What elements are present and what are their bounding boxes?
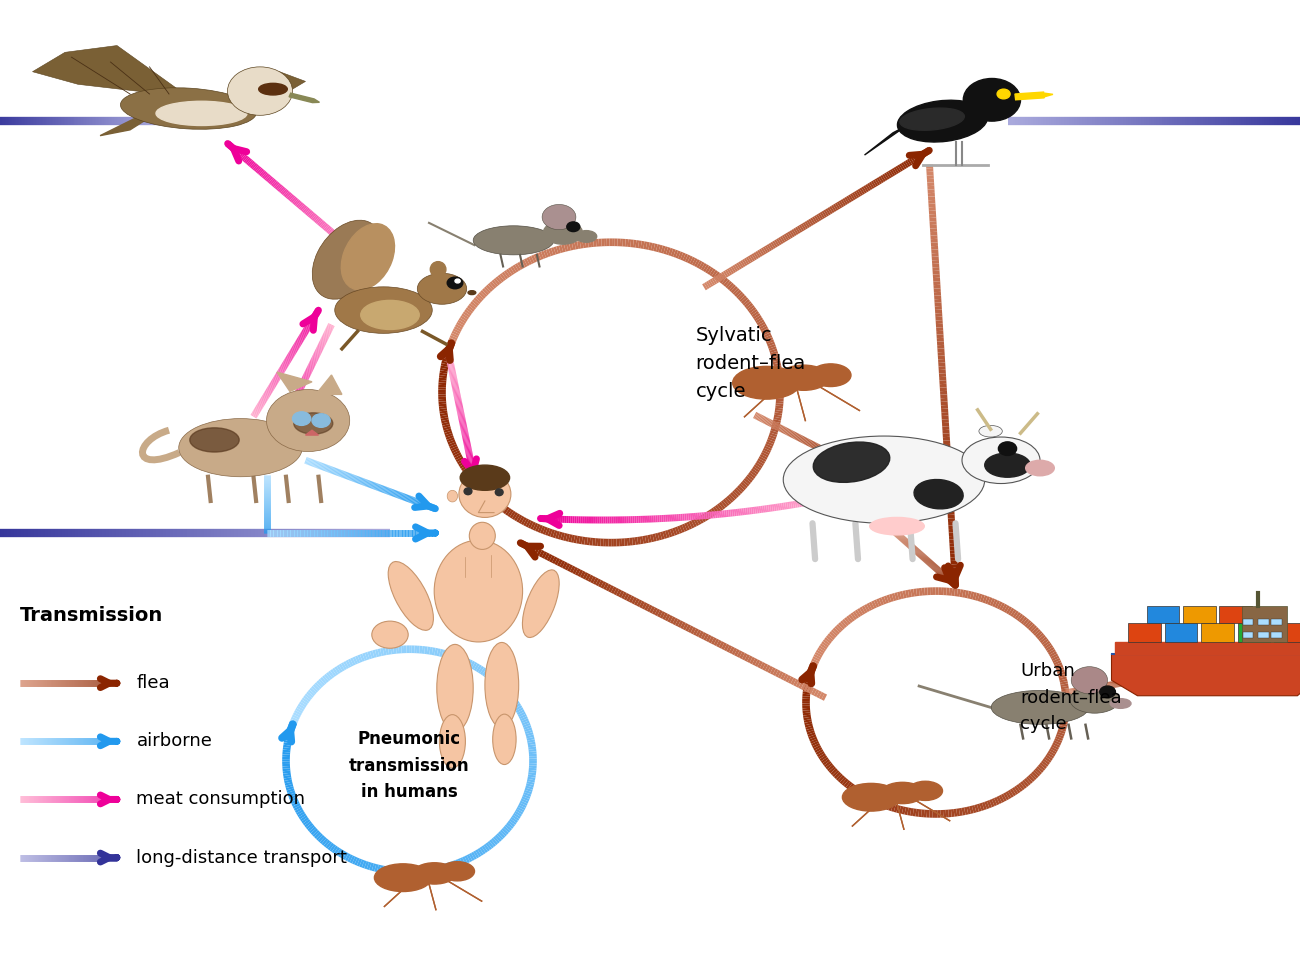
Bar [1258, 619, 1269, 625]
Circle shape [292, 412, 311, 425]
Ellipse shape [962, 437, 1040, 484]
Ellipse shape [374, 863, 432, 891]
Bar [1274, 623, 1300, 642]
Circle shape [266, 390, 350, 452]
Bar [1165, 623, 1197, 642]
Polygon shape [214, 72, 306, 104]
Bar [1201, 623, 1234, 642]
Ellipse shape [459, 471, 511, 517]
Text: Urban
rodent–flea
cycle: Urban rodent–flea cycle [1020, 662, 1122, 734]
Ellipse shape [469, 522, 495, 549]
Ellipse shape [439, 715, 465, 767]
Ellipse shape [870, 517, 924, 535]
Ellipse shape [842, 783, 900, 811]
Ellipse shape [335, 287, 432, 333]
Text: Transmission: Transmission [20, 606, 162, 625]
Ellipse shape [1110, 699, 1131, 708]
Polygon shape [316, 375, 342, 394]
Text: flea: flea [136, 674, 170, 692]
Bar [1128, 623, 1161, 642]
Ellipse shape [914, 480, 963, 509]
Bar [1219, 606, 1252, 623]
Ellipse shape [156, 102, 247, 126]
Ellipse shape [576, 231, 597, 242]
Circle shape [998, 442, 1017, 455]
Ellipse shape [460, 465, 510, 490]
Polygon shape [306, 430, 318, 435]
Ellipse shape [909, 781, 942, 800]
Ellipse shape [312, 220, 382, 299]
Bar [1258, 632, 1269, 638]
Ellipse shape [342, 224, 394, 290]
Bar [1243, 632, 1253, 638]
Ellipse shape [991, 690, 1089, 725]
Ellipse shape [468, 291, 476, 295]
Bar [1243, 619, 1253, 625]
Ellipse shape [294, 413, 333, 434]
Ellipse shape [413, 862, 456, 884]
Circle shape [1100, 686, 1115, 698]
Bar [1271, 619, 1282, 625]
Ellipse shape [523, 570, 559, 638]
Circle shape [963, 78, 1020, 121]
Polygon shape [864, 126, 906, 155]
Ellipse shape [179, 419, 302, 477]
Ellipse shape [389, 562, 433, 630]
Ellipse shape [897, 100, 988, 142]
Ellipse shape [1026, 460, 1054, 476]
Polygon shape [277, 372, 312, 391]
Ellipse shape [881, 782, 924, 803]
Ellipse shape [190, 428, 239, 452]
Ellipse shape [783, 436, 985, 523]
Ellipse shape [464, 488, 472, 495]
Ellipse shape [434, 541, 523, 641]
Bar [1238, 623, 1270, 642]
FancyArrow shape [1015, 92, 1053, 100]
Ellipse shape [493, 714, 516, 765]
Text: meat consumption: meat consumption [136, 791, 306, 808]
Ellipse shape [485, 642, 519, 728]
Ellipse shape [121, 88, 256, 129]
Ellipse shape [495, 489, 503, 496]
Ellipse shape [447, 490, 458, 502]
Circle shape [312, 414, 330, 427]
Ellipse shape [473, 226, 554, 255]
Ellipse shape [779, 365, 829, 391]
Ellipse shape [361, 300, 419, 329]
Bar [1271, 632, 1282, 638]
FancyArrow shape [289, 93, 320, 103]
Text: Sylvatic
rodent–flea
cycle: Sylvatic rodent–flea cycle [696, 326, 806, 401]
Ellipse shape [430, 262, 446, 277]
Ellipse shape [985, 453, 1030, 478]
Circle shape [1071, 667, 1108, 694]
Circle shape [227, 67, 292, 115]
Ellipse shape [810, 363, 852, 387]
Polygon shape [100, 113, 156, 136]
Circle shape [372, 621, 408, 648]
Circle shape [997, 89, 1010, 99]
Circle shape [567, 222, 580, 232]
Ellipse shape [543, 221, 582, 244]
Ellipse shape [417, 273, 467, 304]
Polygon shape [1112, 654, 1300, 696]
Ellipse shape [733, 366, 801, 399]
Bar [1242, 606, 1287, 642]
Bar [1115, 642, 1300, 654]
Text: airborne: airborne [136, 733, 212, 750]
Polygon shape [32, 46, 188, 97]
Ellipse shape [437, 644, 473, 732]
Circle shape [542, 204, 576, 230]
Ellipse shape [814, 442, 889, 483]
Circle shape [447, 277, 463, 289]
Ellipse shape [259, 83, 287, 95]
Text: long-distance transport: long-distance transport [136, 849, 347, 866]
Ellipse shape [900, 109, 965, 130]
Bar [1183, 606, 1216, 623]
Ellipse shape [1070, 686, 1119, 713]
Bar [1147, 606, 1179, 623]
Circle shape [455, 279, 460, 283]
Ellipse shape [441, 861, 474, 881]
Ellipse shape [979, 425, 1002, 437]
Text: Pneumonic
transmission
in humans: Pneumonic transmission in humans [350, 730, 469, 801]
